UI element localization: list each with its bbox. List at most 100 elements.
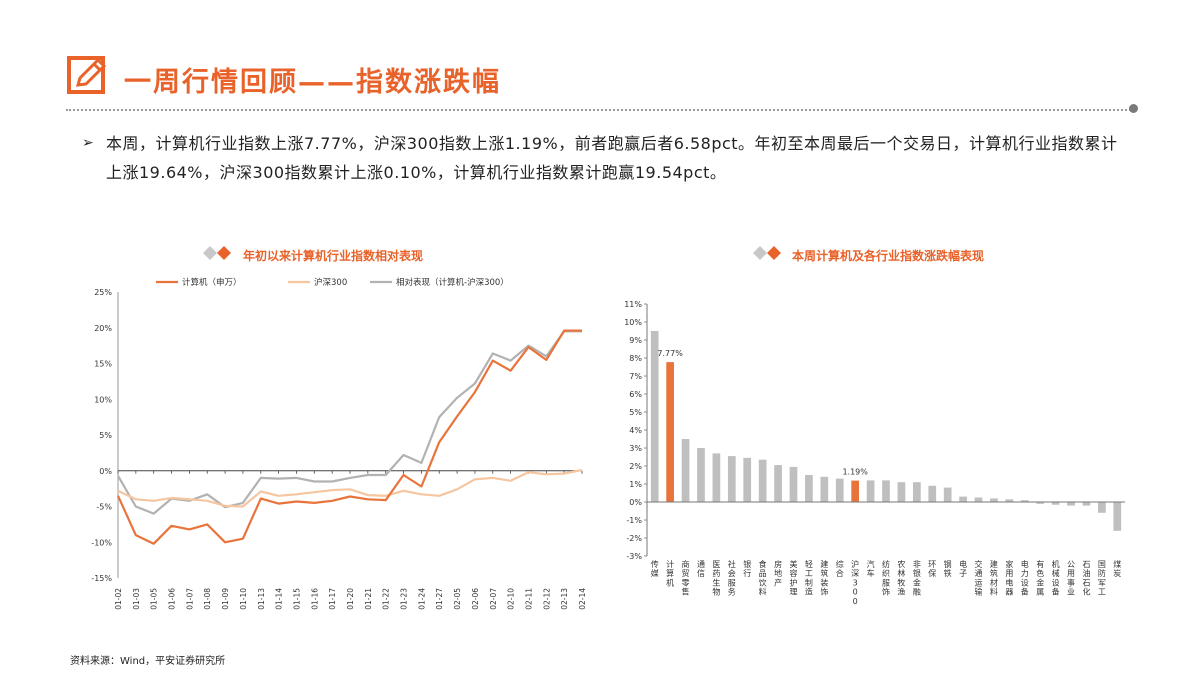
diamond-marker-icon: [203, 246, 231, 260]
x-tick-label: 公用事业: [1067, 560, 1075, 597]
x-tick-label: 综合: [836, 559, 844, 578]
x-tick-label: 石油石化: [1082, 560, 1090, 597]
x-tick-label: 01-23: [400, 588, 409, 610]
bar: [805, 475, 813, 502]
bar: [758, 459, 767, 502]
summary-paragraph: ➢ 本周，计算机行业指数上涨7.77%，沪深300指数上涨1.19%，前者跑赢后…: [82, 129, 1132, 187]
diamond-marker-icon: [753, 246, 781, 260]
y-tick-label: -10%: [91, 538, 112, 547]
divider-end-dot: [1129, 104, 1138, 113]
bar: [1098, 502, 1106, 513]
series-line-2: [117, 330, 582, 515]
x-tick-label: 纺织服饰: [882, 559, 890, 597]
y-tick-label: 2%: [629, 462, 642, 471]
x-tick-label: 01-10: [239, 588, 248, 610]
x-tick-label: 商贸零售: [682, 559, 690, 597]
x-tick-label: 01-16: [310, 588, 319, 610]
x-tick-label: 建筑装饰: [820, 559, 828, 597]
x-tick-label: 医药生物: [712, 560, 720, 597]
x-tick-label: 社会服务: [728, 559, 736, 597]
x-tick-label: 01-14: [275, 588, 284, 610]
bar-chart-title: 本周计算机及各行业指数涨跌幅表现: [792, 249, 985, 263]
x-tick-label: 01-05: [150, 588, 159, 610]
x-tick-label: 01-08: [203, 588, 212, 610]
bar: [743, 457, 752, 502]
bar: [650, 331, 659, 502]
x-tick-label: 交通运输: [975, 559, 983, 597]
x-tick-label: 01-24: [417, 588, 426, 610]
bar: [820, 476, 829, 502]
bar: [666, 362, 674, 502]
x-tick-label: 02-14: [578, 588, 587, 610]
x-tick-label: 01-13: [257, 588, 266, 610]
y-tick-label: -1%: [626, 516, 642, 525]
page-title: 一周行情回顾——指数涨跌幅: [124, 67, 501, 98]
x-tick-label: 01-17: [328, 588, 337, 610]
bar: [1067, 502, 1075, 506]
x-tick-label: 汽车: [867, 559, 875, 578]
y-tick-label: 8%: [629, 354, 642, 363]
data-label: 1.19%: [842, 468, 868, 477]
x-tick-label: 01-09: [221, 588, 230, 610]
x-tick-label: 电子: [959, 559, 967, 578]
y-tick-label: -15%: [91, 574, 112, 583]
bar: [1036, 502, 1045, 504]
y-tick-label: 15%: [94, 360, 112, 369]
y-tick-label: 3%: [629, 444, 642, 453]
bar: [851, 480, 860, 502]
x-tick-label: 非银金融: [913, 559, 921, 597]
x-tick-label: 通信: [697, 559, 705, 578]
y-tick-label: -5%: [96, 503, 112, 512]
bullet-arrow-icon: ➢: [82, 135, 95, 151]
bar: [1113, 502, 1122, 531]
x-tick-label: 02-13: [560, 588, 569, 610]
y-tick-label: 10%: [624, 318, 642, 327]
bar: [697, 448, 705, 502]
x-tick-label: 轻工制造: [805, 559, 813, 597]
x-tick-label: 01-20: [346, 588, 355, 610]
x-tick-label: 农林牧渔: [897, 559, 905, 597]
x-tick-label: 01-15: [292, 588, 301, 610]
y-tick-label: 5%: [629, 408, 642, 417]
bar: [1051, 502, 1060, 505]
x-tick-label: 国防军工: [1098, 560, 1106, 597]
summary-text: 本周，计算机行业指数上涨7.77%，沪深300指数上涨1.19%，前者跑赢后者6…: [106, 134, 1118, 182]
y-tick-label: 5%: [99, 431, 112, 440]
y-tick-label: 0%: [99, 467, 112, 476]
series-line-0: [116, 329, 582, 545]
y-tick-label: -3%: [626, 552, 642, 561]
bar: [1020, 500, 1029, 502]
x-tick-label: 房地产: [774, 559, 782, 587]
bar: [959, 496, 967, 502]
bar: [727, 456, 736, 502]
bar: [866, 480, 875, 502]
y-tick-label: 25%: [94, 288, 112, 297]
x-tick-label: 02-07: [489, 588, 498, 610]
bar-chart: -3% -2% -1% 0% 1% 2% 3% 4% 5% 6% 7% 8% 9% 10% 11% 传媒 7.7…: [624, 300, 1125, 606]
legend-label: 沪深300: [314, 277, 347, 288]
y-tick-label: 0%: [629, 498, 642, 507]
line-chart: -15% -10% -5% 0% 5% 10% 15% 20% 25% 01-02 01-03 01-…: [91, 277, 587, 610]
bar: [1005, 499, 1014, 502]
x-tick-label: 02-05: [453, 588, 462, 610]
y-tick-label: 4%: [629, 426, 642, 435]
bar: [835, 478, 844, 502]
bar: [943, 487, 952, 502]
y-tick-label: -2%: [626, 534, 642, 543]
x-tick-label: 01-27: [435, 588, 444, 610]
x-tick-label: 01-02: [114, 588, 123, 610]
line-chart-title: 年初以来计算机行业指数相对表现: [243, 249, 424, 263]
source-note: 资料来源：Wind，平安证券研究所: [70, 656, 226, 667]
y-tick-label: 7%: [629, 372, 642, 381]
x-tick-label: 01-21: [364, 588, 373, 610]
bar: [681, 439, 690, 502]
x-tick-label: 传媒: [651, 559, 659, 578]
bar: [897, 482, 906, 502]
bar: [912, 482, 921, 502]
x-tick-label: 机械设备: [1052, 559, 1060, 597]
x-tick-label: 01-03: [132, 588, 141, 610]
bar: [974, 497, 983, 502]
x-tick-label: 环保: [928, 560, 936, 578]
bar: [789, 466, 798, 502]
series-line-1: [117, 468, 583, 508]
